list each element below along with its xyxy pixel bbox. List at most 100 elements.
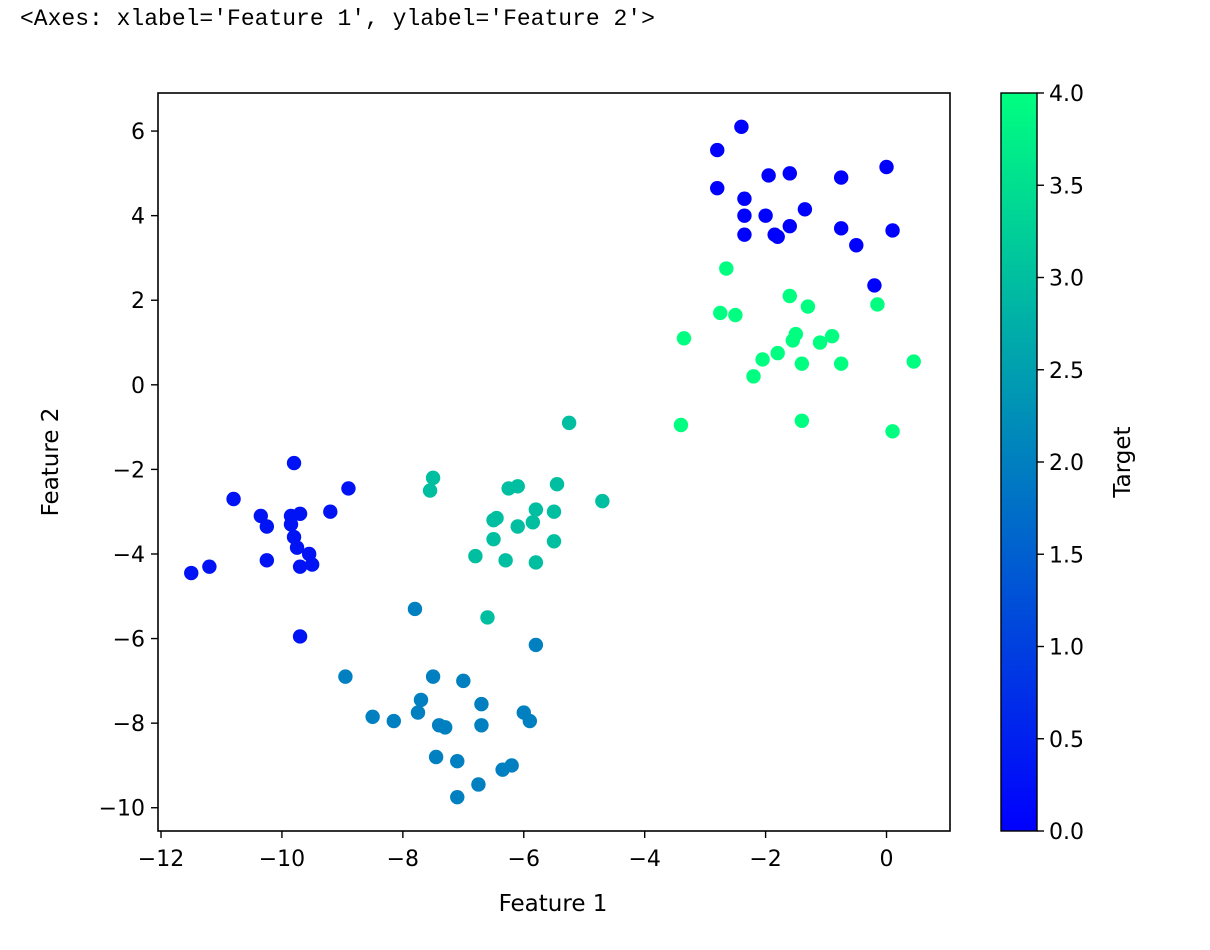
data-point (782, 166, 797, 181)
y-tick-label: 0 (131, 374, 145, 399)
data-point (486, 512, 501, 528)
data-point (425, 470, 441, 486)
x-axis: −12 −10 −8 −6 −4 −2 0 (138, 831, 894, 872)
plot-frame (157, 92, 951, 832)
colorbar-tick-label: 3.0 (1049, 267, 1084, 292)
data-point (595, 493, 610, 509)
data-point (522, 713, 538, 729)
y-tick-label: −8 (113, 712, 145, 737)
data-point (437, 720, 453, 735)
x-tick-label: −6 (508, 847, 540, 872)
data-point (549, 477, 565, 492)
data-point (728, 307, 743, 323)
data-point (833, 170, 849, 185)
data-point (770, 229, 785, 244)
x-tick-label: −4 (628, 847, 660, 872)
colorbar-tick-label: 1.5 (1049, 543, 1084, 568)
scatter-points (184, 119, 921, 805)
colorbar (1000, 92, 1038, 832)
y-tick-label: −6 (113, 628, 145, 653)
data-point (456, 673, 471, 689)
data-point (410, 705, 426, 720)
data-point (794, 413, 810, 428)
data-point (885, 223, 900, 238)
data-point (546, 504, 562, 519)
data-point (510, 519, 525, 534)
data-point (486, 531, 501, 547)
data-point (495, 762, 510, 777)
data-point (528, 555, 544, 570)
data-point (386, 713, 401, 729)
data-point (713, 305, 728, 321)
data-point (761, 168, 776, 183)
x-tick-label: −12 (138, 847, 184, 872)
colorbar-label: Target (1110, 426, 1136, 498)
data-point (906, 354, 921, 369)
data-point (525, 515, 541, 530)
data-point (885, 424, 900, 439)
colorbar-tick-label: 0.5 (1049, 728, 1084, 753)
data-point (794, 356, 810, 371)
colorbar-tick-label: 3.5 (1049, 174, 1084, 199)
data-point (259, 553, 275, 568)
data-point (474, 718, 489, 733)
data-point (746, 369, 761, 384)
data-point (428, 749, 444, 765)
x-tick-label: −10 (259, 847, 305, 872)
data-point (734, 119, 749, 135)
data-point (833, 221, 849, 236)
data-point (870, 297, 885, 312)
data-point (501, 481, 516, 496)
y-tick-label: 6 (131, 120, 145, 145)
data-point (849, 238, 864, 253)
colorbar-tick-label: 4.0 (1049, 82, 1084, 107)
data-point (425, 669, 441, 684)
data-point (365, 709, 380, 725)
data-point (283, 517, 299, 532)
data-point (546, 534, 562, 549)
data-point (737, 227, 752, 242)
data-point (879, 159, 894, 175)
data-point (833, 356, 849, 371)
data-point (528, 502, 544, 517)
data-point (450, 754, 465, 769)
y-tick-label: −2 (113, 458, 145, 483)
data-point (468, 548, 483, 564)
x-tick-label: −8 (387, 847, 419, 872)
data-point (812, 335, 828, 350)
colorbar-axis: 0.0 0.5 1.0 1.5 2.0 2.5 3.0 3.5 4.0 (1037, 82, 1084, 845)
data-point (292, 506, 308, 522)
y-tick-label: −10 (99, 797, 145, 822)
data-point (676, 331, 692, 346)
colorbar-tick-label: 0.0 (1049, 820, 1084, 845)
data-point (824, 328, 840, 344)
data-point (528, 637, 544, 653)
data-point (770, 345, 785, 361)
colorbar-tick-label: 1.0 (1049, 636, 1084, 661)
data-point (286, 455, 302, 471)
data-point (253, 508, 268, 524)
data-point (561, 415, 577, 431)
data-point (755, 352, 770, 367)
data-point (450, 789, 465, 805)
data-point (480, 610, 495, 625)
data-point (797, 202, 813, 217)
data-point (800, 299, 816, 314)
data-point (673, 417, 689, 433)
data-point (474, 696, 489, 712)
data-point (710, 142, 725, 158)
y-tick-label: −4 (113, 543, 145, 568)
colorbar-tick-label: 2.0 (1049, 451, 1084, 476)
x-tick-label: 0 (880, 847, 894, 872)
data-point (710, 180, 725, 196)
data-point (782, 288, 797, 304)
data-point (737, 208, 752, 223)
data-point (292, 559, 308, 574)
y-axis: −10 −8 −6 −4 −2 0 2 4 6 (99, 120, 158, 822)
data-point (338, 669, 353, 684)
data-point (323, 504, 338, 519)
data-point (422, 483, 438, 498)
data-point (737, 191, 752, 206)
data-point (304, 557, 320, 572)
